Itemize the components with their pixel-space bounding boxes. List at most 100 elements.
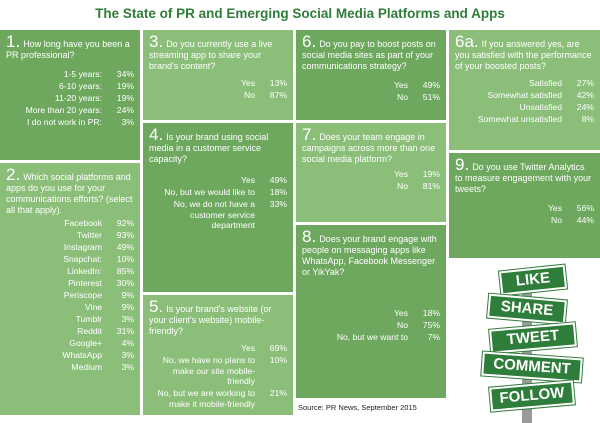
answer-label: No [397,181,408,191]
panel-number: 3. [149,32,164,51]
panel: 1. How long have you been a PR profession… [0,30,140,160]
answer-value: 87% [269,90,287,100]
question: Is your brand using social media in a cu… [149,132,269,164]
question-block: 6. Do you pay to boost posts on social me… [302,32,440,72]
answer-label: No, we do not have a customer service de… [173,199,255,230]
question: How long have you been a PR professional… [6,39,130,60]
question: Do you pay to boost posts on social medi… [302,39,436,71]
answer-value: 18% [422,308,440,318]
answer-row: I do not work in PR: 3% [6,117,134,128]
answer-label: Yes [240,343,255,353]
answer-label: Satisfied [529,78,562,88]
answer-value: 3% [121,117,134,127]
answer-label: No, we have no plans to make our site mo… [162,355,255,386]
panel: 2. Which social platforms and apps do you… [0,163,140,415]
answer-value: 19% [116,93,134,103]
answer-value: 18% [269,187,287,197]
answer-label: Tumblr [75,314,102,324]
answer-row: Somewhat unsatisfied 8% [455,114,594,125]
answer-row: No 51% [302,92,440,103]
answer-value: 24% [576,102,594,112]
answer-label: Google+ [69,338,102,348]
answer-value: 49% [269,175,287,185]
question-block: 7. Does your team engage in campaigns acr… [302,126,440,165]
answer-label: Reddit [77,326,102,336]
answer-label: 6-10 years: [59,81,102,91]
answer-value: 49% [422,80,440,90]
answer-value: 92% [116,218,134,228]
answer-row: Medium 3% [6,362,134,373]
answer-row: Yes 49% [302,80,440,91]
answer-value: 10% [116,254,134,264]
answers: Satisfied 27% Somewhat satisfied 42% Unsatis… [455,78,594,125]
answer-value: 56% [576,203,594,213]
answer-label: Yes [547,203,562,213]
answer-row: Yes 69% [149,343,287,354]
panel-number: 8. [302,227,317,246]
answer-label: Somewhat unsatisfied [477,114,562,124]
answer-label: Yes [393,308,408,318]
answers: Yes 49% No, but we would like to 18% No, we … [149,175,287,231]
answer-row: Instagram 49% [6,242,134,253]
question-block: 3. Do you currently use a live streaming … [149,32,287,72]
answer-label: Medium [71,362,102,372]
panel-number: 5. [149,297,164,316]
answers: Yes 13% No 87% [149,78,287,101]
answer-value: 8% [581,114,594,124]
panel: 8. Does your brand engage with people on … [296,225,446,398]
answer-row: No, but we are working to make it mobile… [149,388,287,409]
answer-row: Snapchat: 10% [6,254,134,265]
answer-value: 49% [116,242,134,252]
answer-label: No, but we would like to [164,187,255,197]
answer-row: Periscope 9% [6,290,134,301]
answer-value: 44% [576,215,594,225]
question: Do you currently use a live streaming ap… [149,39,273,71]
question: Does your team engage in campaigns acros… [302,132,436,164]
answer-value: 31% [116,326,134,336]
answer-value: 19% [422,169,440,179]
answer-row: Yes 19% [302,169,440,180]
answer-value: 3% [121,362,134,372]
panel-number: 6. [302,32,317,51]
answer-row: No, we do not have a customer service de… [149,199,287,231]
question: If you answered yes, are you satisfied w… [455,39,592,71]
answer-label: Periscope [63,290,102,300]
answer-value: 24% [116,105,134,115]
answers: 1-5 years: 34% 6-10 years: 19% 11-20 years: 1… [6,69,134,128]
answer-row: Yes 13% [149,78,287,89]
answer-value: 33% [269,199,287,209]
panel: 9. Do you use Twitter Analytics to measur… [449,153,600,258]
question-block: 9. Do you use Twitter Analytics to measur… [455,155,594,195]
answer-label: I do not work in PR: [27,117,102,127]
answer-label: No, but we are working to make it mobile… [157,388,255,409]
panel: 3. Do you currently use a live streaming … [143,30,293,120]
question-block: 4. Is your brand using social media in a … [149,126,287,165]
answer-value: 81% [422,181,440,191]
answer-label: Twitter [76,230,102,240]
panel-number: 1. [6,32,21,51]
answers: Facebook 92% Twitter 93% Instagram 49% Snapcha… [6,218,134,373]
question-block: 6a. If you answered yes, are you satisfie… [455,33,594,72]
answer-value: 93% [116,230,134,240]
question: Does your brand engage with people on me… [302,234,437,277]
panel-number: 9. [455,155,470,174]
question-block: 2. Which social platforms and apps do you… [6,166,134,216]
panel: 5. Is your brand's website (or your clien… [143,295,293,415]
answer-value: 85% [116,266,134,276]
answer-value: 4% [121,338,134,348]
answer-value: 21% [269,388,287,398]
answer-row: No 87% [149,90,287,101]
panel: 7. Does your team engage in campaigns acr… [296,123,446,222]
answer-label: No [551,215,562,225]
answer-value: 27% [576,78,594,88]
question-block: 8. Does your brand engage with people on … [302,227,440,278]
answer-row: Twitter 93% [6,230,134,241]
answer-row: Unsatisfied 24% [455,102,594,113]
answer-label: LinkedIn: [67,266,102,276]
answer-row: Reddit 31% [6,326,134,337]
title: The State of PR and Emerging Social Medi… [95,6,505,21]
answer-label: More than 20 years: [25,105,102,115]
answer-label: Somewhat satisfied [487,90,562,100]
answer-label: Unsatisfied [519,102,562,112]
answer-label: Yes [393,80,408,90]
